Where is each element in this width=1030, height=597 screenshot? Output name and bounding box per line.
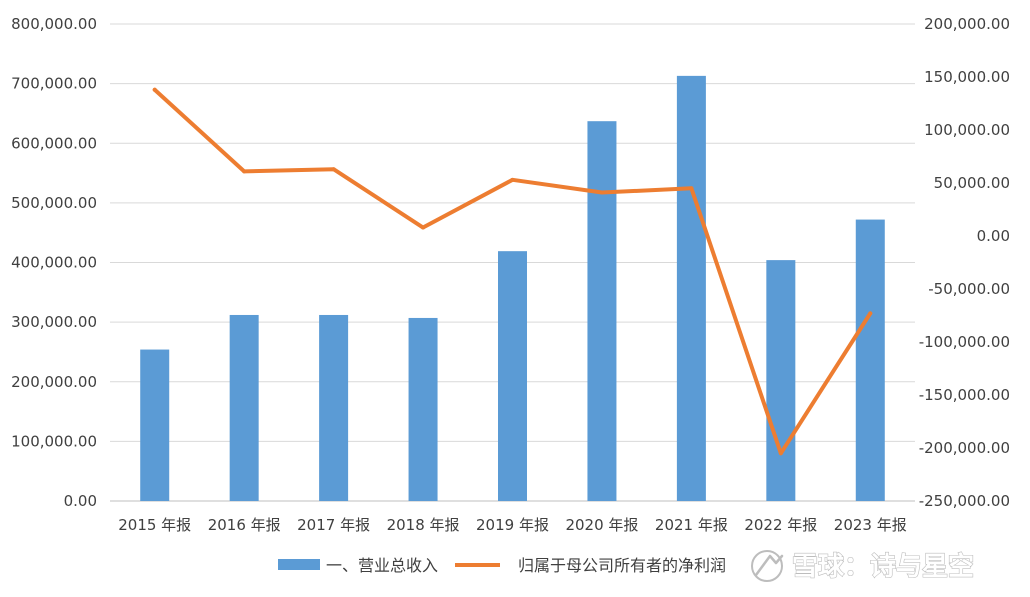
category-axis: 2015 年报 2016 年报 2017 年报 2018 年报 2019 年报 2020 …	[118, 516, 907, 534]
left-axis-tick-label: 800,000.00	[11, 15, 97, 33]
left-axis-tick-label: 400,000.00	[11, 254, 97, 272]
left-axis-tick-label: 500,000.00	[11, 194, 97, 212]
line-point-net-profit	[152, 87, 157, 92]
left-axis-tick-label: 700,000.00	[11, 75, 97, 93]
bar-revenue	[676, 75, 706, 501]
bar-revenue	[319, 314, 349, 501]
left-axis-tick-label: 200,000.00	[11, 373, 97, 391]
left-axis-tick-label: 100,000.00	[11, 432, 97, 450]
line-point-net-profit	[599, 190, 604, 195]
right-axis-tick-label: 50,000.00	[934, 174, 1010, 192]
bar-revenue	[587, 121, 617, 501]
line-series	[152, 87, 873, 456]
line-point-net-profit	[242, 169, 247, 174]
legend-swatch-revenue	[278, 559, 320, 570]
left-axis-tick-label: 0.00	[64, 492, 97, 510]
category-label: 2017 年报	[297, 516, 370, 534]
right-axis-tick-label: 0.00	[977, 227, 1010, 245]
legend: 一、营业总收入 归属于母公司所有者的净利润	[278, 556, 726, 575]
bar-revenue	[766, 260, 796, 501]
bar-revenue	[855, 219, 885, 501]
left-axis-tick-label: 300,000.00	[11, 313, 97, 331]
bar-revenue	[408, 317, 438, 501]
category-label: 2021 年报	[655, 516, 728, 534]
category-label: 2018 年报	[387, 516, 460, 534]
legend-label-revenue: 一、营业总收入	[326, 556, 438, 575]
category-label: 2016 年报	[208, 516, 281, 534]
right-axis-ticks: 200,000.00 150,000.00 100,000.00 50,000.00 0…	[919, 15, 1010, 510]
legend-label-net-profit: 归属于母公司所有者的净利润	[518, 556, 726, 575]
watermark: 雪球：诗与星空	[751, 550, 975, 583]
right-axis-tick-label: 200,000.00	[924, 15, 1010, 33]
bar-revenue	[229, 314, 259, 501]
line-point-net-profit	[421, 225, 426, 230]
bar-revenue	[140, 349, 170, 501]
line-point-net-profit	[778, 451, 783, 456]
right-axis-tick-label: 150,000.00	[924, 68, 1010, 86]
bar-revenue	[498, 251, 527, 501]
category-label: 2022 年报	[744, 516, 817, 534]
right-axis-tick-label: -150,000.00	[919, 386, 1010, 404]
right-axis-tick-label: 100,000.00	[924, 121, 1010, 139]
category-label: 2023 年报	[834, 516, 907, 534]
right-axis-tick-label: -100,000.00	[919, 333, 1010, 351]
line-point-net-profit	[331, 167, 336, 172]
category-label: 2020 年报	[565, 516, 638, 534]
line-point-net-profit	[689, 186, 694, 191]
line-point-net-profit	[868, 311, 873, 316]
left-axis-ticks: 800,000.00 700,000.00 600,000.00 500,000.00…	[11, 15, 97, 510]
watermark-text: 雪球：诗与星空	[792, 551, 974, 582]
category-label: 2019 年报	[476, 516, 549, 534]
right-axis-tick-label: -250,000.00	[919, 492, 1010, 510]
right-axis-tick-label: -200,000.00	[919, 439, 1010, 457]
snowball-logo-icon	[751, 550, 784, 582]
left-axis-tick-label: 600,000.00	[11, 134, 97, 152]
right-axis-tick-label: -50,000.00	[928, 280, 1010, 298]
line-point-net-profit	[510, 177, 515, 182]
category-label: 2015 年报	[118, 516, 191, 534]
bar-series	[140, 75, 885, 501]
